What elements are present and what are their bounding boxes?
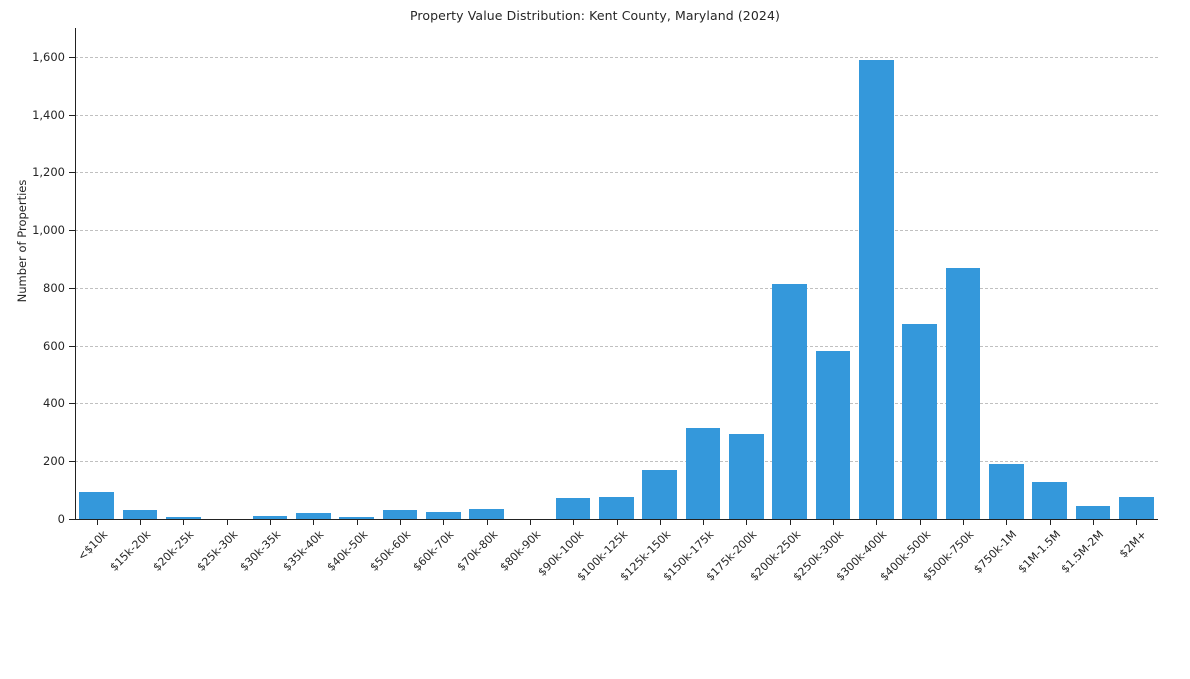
gridline [75, 287, 1158, 289]
gridline [75, 403, 1158, 405]
bar [1032, 482, 1067, 519]
x-tick-mark [659, 520, 661, 525]
x-tick-mark [356, 520, 358, 525]
x-tick-mark [269, 520, 271, 525]
bar [599, 497, 634, 519]
y-tick-label: 0 [57, 512, 65, 526]
bar [79, 492, 114, 519]
y-tick-mark [69, 519, 75, 520]
bar [382, 510, 418, 519]
bar [1075, 506, 1111, 519]
gridline [75, 56, 1158, 58]
x-tick-mark [1136, 520, 1138, 525]
x-tick-mark [703, 520, 705, 525]
plot-area [75, 28, 1158, 519]
chart-title: Property Value Distribution: Kent County… [409, 8, 780, 23]
x-tick-mark [919, 520, 921, 525]
x-tick-mark [443, 520, 445, 525]
bar [945, 268, 981, 519]
x-tick-mark [963, 520, 965, 525]
bar [772, 284, 808, 519]
y-axis-spine [75, 28, 76, 519]
bar [122, 510, 158, 519]
x-tick-mark [529, 520, 531, 525]
x-tick-mark [876, 520, 878, 525]
y-tick-label: 1,000 [32, 223, 65, 238]
x-axis-spine [75, 519, 1158, 520]
y-tick-mark [69, 345, 75, 347]
y-tick-label: 1,600 [32, 49, 65, 64]
y-tick-label: 200 [43, 454, 65, 469]
bar [165, 517, 201, 519]
y-tick-label: 800 [43, 280, 65, 295]
gridline [75, 345, 1158, 347]
gridline [75, 230, 1158, 232]
bar [555, 498, 591, 519]
x-tick-mark [573, 520, 575, 525]
bar [859, 59, 894, 519]
bar [642, 470, 678, 519]
y-tick-label: 600 [43, 338, 65, 353]
x-tick-mark [789, 520, 791, 525]
x-tick-mark [1093, 520, 1095, 525]
x-tick-mark [313, 520, 315, 525]
x-tick-mark [616, 520, 618, 525]
y-tick-mark [69, 230, 75, 232]
x-tick-mark [486, 520, 488, 525]
y-tick-label: 1,400 [32, 107, 65, 122]
bar [252, 516, 288, 519]
x-tick-mark [1049, 520, 1051, 525]
y-tick-mark [69, 461, 75, 463]
bar [989, 464, 1024, 519]
y-tick-label: 400 [43, 396, 65, 411]
y-tick-label: 1,200 [32, 165, 65, 180]
x-tick-mark [833, 520, 835, 525]
bar [339, 516, 374, 519]
x-tick-mark [96, 520, 98, 525]
x-tick-mark [399, 520, 401, 525]
gridline [75, 114, 1158, 116]
x-tick-mark [226, 520, 228, 525]
bar [902, 324, 938, 519]
bar [815, 351, 851, 519]
bar [685, 427, 721, 519]
bar [295, 513, 331, 519]
x-tick-mark [139, 520, 141, 525]
bar [469, 509, 504, 519]
y-tick-mark [69, 56, 75, 58]
x-tick-mark [1006, 520, 1008, 525]
y-tick-mark [69, 114, 75, 116]
x-tick-mark [746, 520, 748, 525]
y-tick-mark [69, 172, 75, 174]
bar [1119, 497, 1154, 519]
bar [425, 512, 461, 519]
bar [729, 434, 764, 519]
chart-figure: Property Value Distribution: Kent County… [15, 8, 1158, 584]
y-tick-mark [69, 403, 75, 405]
gridline [75, 461, 1158, 463]
y-tick-mark [69, 287, 75, 289]
gridline [75, 172, 1158, 174]
x-tick-mark [183, 520, 185, 525]
